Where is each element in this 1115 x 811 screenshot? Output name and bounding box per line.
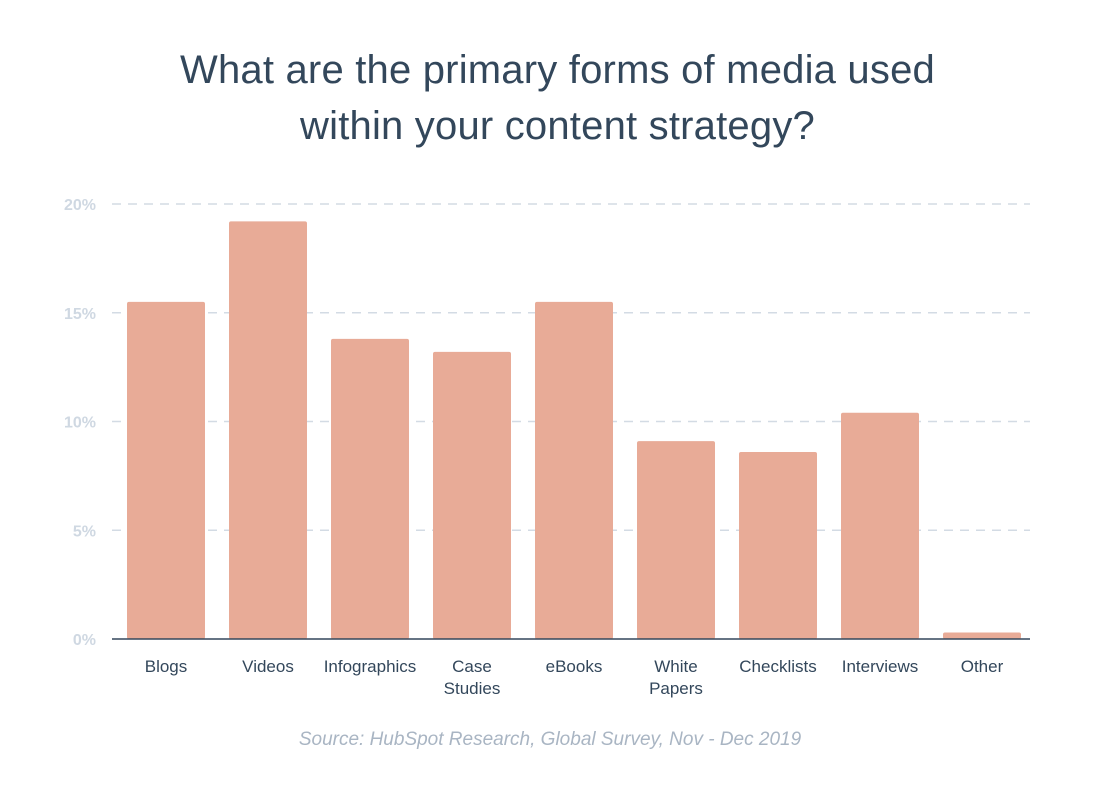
bars: [127, 221, 1021, 639]
y-tick-label: 5%: [73, 523, 96, 540]
x-axis-labels: Blogs Videos Infographics Case Studies eBooks…: [145, 657, 1004, 698]
bar: [841, 412, 919, 639]
x-tick-label: White Papers: [649, 657, 703, 698]
chart-title: What are the primary forms of media used…: [0, 42, 1115, 154]
bar: [433, 351, 511, 639]
y-axis-ticks: 0% 5% 10% 15% 20%: [64, 197, 96, 649]
x-tick-label: eBooks: [546, 657, 603, 676]
x-tick-label: Blogs: [145, 657, 188, 676]
y-tick-label: 20%: [64, 197, 96, 214]
x-tick-label: Infographics: [324, 657, 417, 676]
bar: [229, 221, 307, 639]
bar: [943, 632, 1021, 639]
chart-title-line-1: What are the primary forms of media used: [180, 48, 935, 92]
chart-title-line-2: within your content strategy?: [300, 104, 815, 148]
y-tick-label: 10%: [64, 415, 96, 432]
x-tick-label: Checklists: [739, 657, 816, 676]
x-tick-label: Videos: [242, 657, 294, 676]
y-tick-label: 15%: [64, 306, 96, 323]
bar: [127, 301, 205, 639]
bar: [637, 441, 715, 639]
bar: [331, 338, 409, 639]
bar: [739, 451, 817, 639]
y-tick-label: 0%: [73, 632, 96, 649]
x-tick-label: Case Studies: [444, 657, 501, 698]
source-note: Source: HubSpot Research, Global Survey,…: [298, 729, 802, 750]
bar: [535, 301, 613, 639]
x-tick-label: Other: [961, 657, 1004, 676]
x-tick-label: Interviews: [842, 657, 919, 676]
